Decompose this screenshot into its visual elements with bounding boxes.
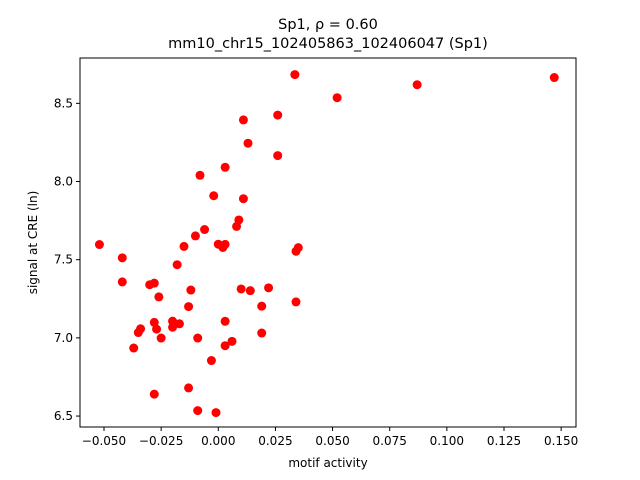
data-point-29 [236, 284, 246, 294]
data-point-2 [332, 93, 342, 103]
x-tick-label-4: 0.050 [315, 434, 349, 448]
data-point-0 [549, 73, 559, 83]
data-point-14 [200, 225, 210, 235]
y-tick-label-1: 7.0 [54, 331, 73, 345]
data-point-53 [193, 406, 203, 416]
data-point-27 [145, 280, 155, 290]
data-point-31 [186, 285, 196, 295]
x-tick-label-2: 0.000 [201, 434, 235, 448]
data-point-43 [133, 328, 143, 338]
data-point-54 [211, 408, 221, 418]
x-tick-label-1: −0.025 [139, 434, 183, 448]
data-point-34 [257, 301, 267, 311]
x-tick-label-7: 0.125 [487, 434, 521, 448]
data-point-35 [184, 302, 194, 312]
x-tick-label-5: 0.075 [373, 434, 407, 448]
data-point-33 [291, 297, 301, 307]
y-tick-label-4: 8.5 [54, 96, 73, 110]
data-point-45 [193, 333, 203, 343]
data-point-5 [238, 115, 248, 125]
x-tick-label-6: 0.100 [430, 434, 464, 448]
data-point-49 [129, 343, 139, 353]
data-point-4 [273, 110, 283, 120]
data-point-39 [168, 322, 178, 332]
data-point-38 [174, 319, 184, 329]
y-axis-ticks: 6.5 7.0 7.5 8.0 8.5 [54, 96, 80, 423]
data-point-44 [257, 328, 267, 338]
plot-frame [79, 57, 577, 428]
data-point-11 [238, 194, 248, 204]
y-tick-label-2: 7.5 [54, 253, 73, 267]
data-point-50 [206, 356, 216, 366]
data-point-51 [184, 383, 194, 393]
data-point-41 [152, 324, 162, 334]
data-point-47 [227, 336, 237, 346]
data-point-48 [220, 341, 230, 351]
data-point-15 [190, 231, 200, 241]
data-point-28 [264, 283, 274, 293]
data-point-1 [412, 80, 422, 90]
data-point-24 [172, 260, 182, 270]
data-point-52 [149, 389, 159, 399]
data-point-30 [245, 286, 255, 296]
x-tick-label-8: 0.150 [544, 434, 578, 448]
y-tick-label-0: 6.5 [54, 409, 73, 423]
y-tick-label-3: 8.0 [54, 175, 73, 189]
data-point-46 [156, 333, 166, 343]
x-axis-label: motif activity [288, 456, 367, 470]
chart-title-line1: Sp1, ρ = 0.60 [278, 17, 378, 33]
data-point-32 [154, 292, 164, 302]
data-point-6 [243, 138, 253, 148]
data-point-18 [218, 243, 228, 253]
data-point-21 [291, 246, 301, 256]
x-tick-label-3: 0.025 [258, 434, 292, 448]
data-point-23 [117, 253, 127, 263]
x-tick-label-0: −0.050 [82, 434, 126, 448]
data-point-36 [220, 316, 230, 326]
data-point-8 [220, 162, 230, 172]
points-layer [94, 70, 559, 418]
chart-title-line2: mm10_chr15_102405863_102406047 (Sp1) [168, 36, 488, 52]
data-point-22 [94, 240, 104, 250]
x-axis-ticks: −0.050 −0.025 0.000 0.025 0.050 0.075 0.100 0.1… [82, 427, 578, 448]
data-point-9 [195, 170, 205, 180]
data-point-10 [209, 191, 219, 201]
data-point-13 [232, 221, 242, 231]
data-point-25 [117, 277, 127, 287]
y-axis-label: signal at CRE (ln) [26, 191, 40, 295]
data-point-7 [273, 151, 283, 161]
data-point-19 [179, 241, 189, 251]
data-point-3 [290, 70, 300, 80]
